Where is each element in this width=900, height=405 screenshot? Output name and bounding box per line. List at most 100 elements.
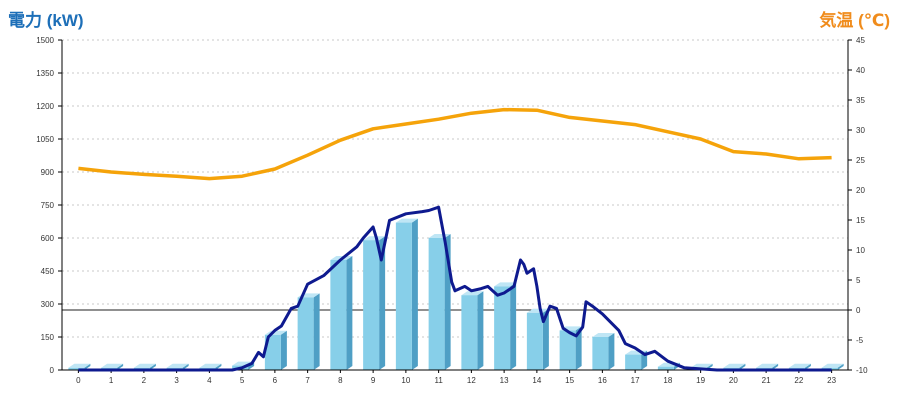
- bar-top: [68, 363, 91, 368]
- x-tick-label: 1: [109, 376, 114, 385]
- bar: [625, 354, 642, 370]
- x-tick-label: 10: [401, 376, 410, 385]
- bar-top: [723, 363, 746, 368]
- bar-side: [739, 363, 746, 370]
- bar-top: [592, 333, 615, 337]
- x-tick-label: 16: [598, 376, 607, 385]
- x-tick-label: 21: [762, 376, 771, 385]
- bar-side: [804, 363, 811, 370]
- x-tick-label: 17: [631, 376, 640, 385]
- y-right-tick-label: 25: [856, 156, 865, 165]
- y-right-tick-label: 35: [856, 96, 865, 105]
- bar-top: [821, 363, 844, 368]
- bar: [363, 240, 380, 370]
- bar: [526, 312, 543, 370]
- y-right-tick-label: 30: [856, 126, 865, 135]
- bar-top: [133, 363, 156, 368]
- bar: [395, 222, 412, 370]
- bar-side: [477, 291, 484, 370]
- x-tick-label: 11: [434, 376, 443, 385]
- y-left-tick-label: 1200: [36, 102, 54, 111]
- x-tick-label: 15: [565, 376, 574, 385]
- y-left-tick-label: 600: [41, 234, 55, 243]
- left-axis-title: 電力 (kW): [8, 11, 84, 30]
- bar-side: [313, 293, 320, 370]
- bar: [68, 367, 85, 370]
- y-left-tick-label: 0: [50, 366, 55, 375]
- y-left-tick-label: 1350: [36, 69, 54, 78]
- y-left-tick-label: 900: [41, 168, 55, 177]
- bar-side: [117, 363, 124, 370]
- bar-top: [395, 218, 418, 223]
- bar-top: [461, 291, 484, 296]
- y-right-tick-label: 10: [856, 246, 865, 255]
- bar-top: [199, 363, 222, 368]
- x-tick-label: 22: [794, 376, 803, 385]
- bar: [264, 334, 281, 370]
- bar: [428, 238, 445, 370]
- bar-side: [215, 363, 222, 370]
- y-right-tick-label: -5: [856, 336, 864, 345]
- bar-top: [788, 363, 811, 368]
- y-left-tick-label: 1500: [36, 36, 54, 45]
- y-right-tick-label: 15: [856, 216, 865, 225]
- bar: [461, 295, 478, 370]
- bar: [559, 330, 576, 370]
- bar-top: [526, 308, 549, 313]
- x-tick-label: 8: [338, 376, 343, 385]
- x-tick-label: 9: [371, 376, 376, 385]
- x-tick-label: 6: [273, 376, 278, 385]
- x-tick-label: 0: [76, 376, 81, 385]
- bar-top: [494, 282, 517, 287]
- bar-side: [575, 326, 582, 370]
- bar: [494, 286, 511, 370]
- x-tick-label: 3: [174, 376, 179, 385]
- x-tick-label: 4: [207, 376, 212, 385]
- x-tick-label: 23: [827, 376, 836, 385]
- x-tick-label: 2: [142, 376, 147, 385]
- bar-top: [166, 363, 189, 368]
- bar-top: [756, 363, 779, 368]
- x-tick-label: 7: [305, 376, 310, 385]
- x-tick-label: 14: [532, 376, 541, 385]
- bar: [297, 297, 314, 370]
- temperature-line: [78, 107, 832, 181]
- power-line: [78, 205, 832, 372]
- y-left-tick-label: 1050: [36, 135, 54, 144]
- bar-top: [690, 363, 713, 368]
- bar-side: [542, 308, 549, 370]
- bar-side: [608, 333, 615, 370]
- bar-side: [379, 236, 386, 370]
- y-right-tick-label: 5: [856, 276, 861, 285]
- bar-side: [149, 363, 156, 370]
- bar-side: [837, 363, 844, 370]
- bar: [657, 366, 674, 370]
- bar-side: [346, 256, 353, 370]
- x-tick-label: 19: [696, 376, 705, 385]
- y-right-tick-label: 20: [856, 186, 865, 195]
- y-right-tick-label: -10: [856, 366, 868, 375]
- bar-side: [280, 330, 287, 370]
- y-right-tick-label: 40: [856, 66, 865, 75]
- y-right-tick-label: 45: [856, 36, 865, 45]
- bar-side: [182, 363, 189, 370]
- y-left-tick-label: 450: [41, 267, 55, 276]
- bar: [330, 260, 347, 370]
- x-tick-label: 20: [729, 376, 738, 385]
- bar-side: [411, 218, 418, 370]
- y-right-tick-label: 0: [856, 306, 861, 315]
- x-tick-label: 18: [663, 376, 672, 385]
- right-axis-title: 気温 (℃): [819, 11, 890, 30]
- bar-side: [84, 363, 91, 370]
- x-tick-label: 5: [240, 376, 245, 385]
- y-left-tick-label: 150: [41, 333, 55, 342]
- bar: [592, 337, 609, 370]
- bar-top: [101, 363, 124, 368]
- y-left-tick-label: 300: [41, 300, 55, 309]
- bar-side: [510, 282, 517, 370]
- y-left-tick-label: 750: [41, 201, 55, 210]
- x-tick-label: 12: [467, 376, 476, 385]
- x-tick-label: 13: [500, 376, 509, 385]
